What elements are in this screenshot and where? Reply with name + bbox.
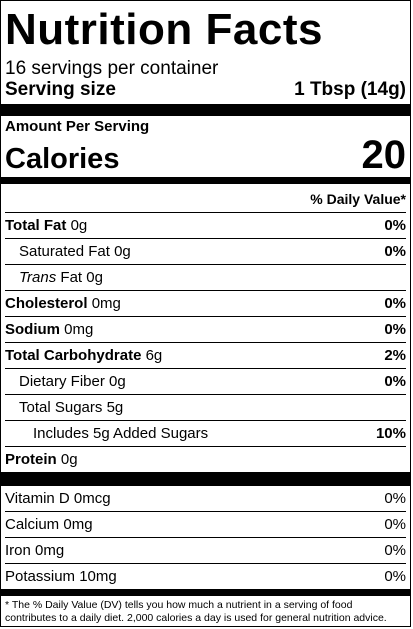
nutrient-amount: 0g: [114, 243, 131, 260]
nutrient-dv: 0%: [384, 295, 406, 312]
serving-size-value: 1 Tbsp (14g): [294, 79, 406, 100]
nutrient-name-italic: Trans: [19, 269, 57, 286]
nutrient-row-protein: Protein 0g: [5, 447, 406, 472]
medium-divider: [1, 589, 410, 596]
thick-divider: [1, 472, 410, 486]
daily-value-header: % Daily Value*: [5, 184, 406, 213]
calories-value: 20: [361, 133, 407, 177]
nutrient-dv: 0%: [384, 217, 406, 234]
nutrient-row-cholesterol: Cholesterol 0mg 0%: [5, 291, 406, 317]
calories-label: Calories: [5, 143, 120, 175]
nutrient-name: Includes 5g Added Sugars: [33, 425, 209, 442]
nutrient-amount: 0mg: [91, 295, 121, 312]
nutrient-amount: 5g: [106, 399, 124, 416]
nutrient-dv: 0%: [384, 243, 406, 260]
serving-size-row: Serving size 1 Tbsp (14g): [5, 79, 406, 101]
vitamin-amount: 0mg: [35, 542, 65, 559]
nutrient-name: Saturated Fat: [19, 243, 110, 260]
nutrient-amount: 0mg: [64, 321, 94, 338]
nutrient-name: Fat: [60, 269, 83, 286]
calories-row: Calories 20: [5, 135, 406, 175]
vitamin-row-iron: Iron 0mg 0%: [5, 538, 406, 564]
nutrient-amount: 0g: [70, 217, 88, 234]
nutrient-dv: 0%: [384, 373, 406, 390]
nutrient-dv: 10%: [375, 425, 406, 442]
vitamin-row-vitamin-d: Vitamin D 0mcg 0%: [5, 486, 406, 512]
nutrient-name: Sodium: [5, 321, 60, 338]
vitamin-name: Calcium: [5, 516, 60, 533]
nutrient-row-saturated-fat: Saturated Fat 0g 0%: [5, 239, 406, 265]
medium-divider: [1, 177, 410, 184]
nutrient-name: Total Fat: [5, 217, 67, 234]
nutrient-amount: 0g: [60, 451, 78, 468]
vitamin-dv: 0%: [384, 516, 406, 533]
nutrient-amount: 0g: [86, 269, 103, 286]
nutrient-dv: 0%: [384, 321, 406, 338]
nutrient-row-added-sugars: Includes 5g Added Sugars 10%: [5, 421, 406, 447]
vitamin-row-potassium: Potassium 10mg 0%: [5, 564, 406, 589]
vitamin-amount: 0mcg: [73, 490, 111, 507]
nutrient-name: Total Sugars: [19, 399, 103, 416]
nutrient-row-trans-fat: Trans Fat 0g: [5, 265, 406, 291]
vitamin-row-calcium: Calcium 0mg 0%: [5, 512, 406, 538]
vitamin-name: Potassium: [5, 568, 76, 585]
nutrient-name: Cholesterol: [5, 295, 88, 312]
daily-value-footnote: * The % Daily Value (DV) tells you how m…: [5, 599, 387, 624]
nutrient-name: Protein: [5, 451, 57, 468]
vitamin-name: Vitamin D: [5, 490, 70, 507]
vitamin-dv: 0%: [384, 568, 406, 585]
nutrient-amount: 0g: [109, 373, 126, 390]
vitamin-amount: 0mg: [63, 516, 93, 533]
vitamin-name: Iron: [5, 542, 31, 559]
amount-per-serving: Amount Per Serving: [5, 118, 150, 135]
nutrient-row-total-sugars: Total Sugars 5g: [5, 395, 406, 421]
vitamin-dv: 0%: [384, 490, 406, 507]
nutrient-name: Total Carbohydrate: [5, 347, 142, 364]
nutrient-dv: 2%: [384, 347, 406, 364]
label-title: Nutrition Facts: [5, 5, 323, 54]
nutrient-amount: 6g: [145, 347, 163, 364]
nutrient-row-total-carbohydrate: Total Carbohydrate 6g 2%: [5, 343, 406, 369]
nutrient-row-sodium: Sodium 0mg 0%: [5, 317, 406, 343]
vitamin-dv: 0%: [384, 542, 406, 559]
nutrient-row-total-fat: Total Fat 0g 0%: [5, 213, 406, 239]
thick-divider: [1, 104, 410, 116]
serving-size-label: Serving size: [5, 79, 116, 100]
vitamin-amount: 10mg: [79, 568, 117, 585]
nutrient-row-dietary-fiber: Dietary Fiber 0g 0%: [5, 369, 406, 395]
servings-per-container: 16 servings per container: [5, 58, 219, 79]
nutrient-name: Dietary Fiber: [19, 373, 105, 390]
